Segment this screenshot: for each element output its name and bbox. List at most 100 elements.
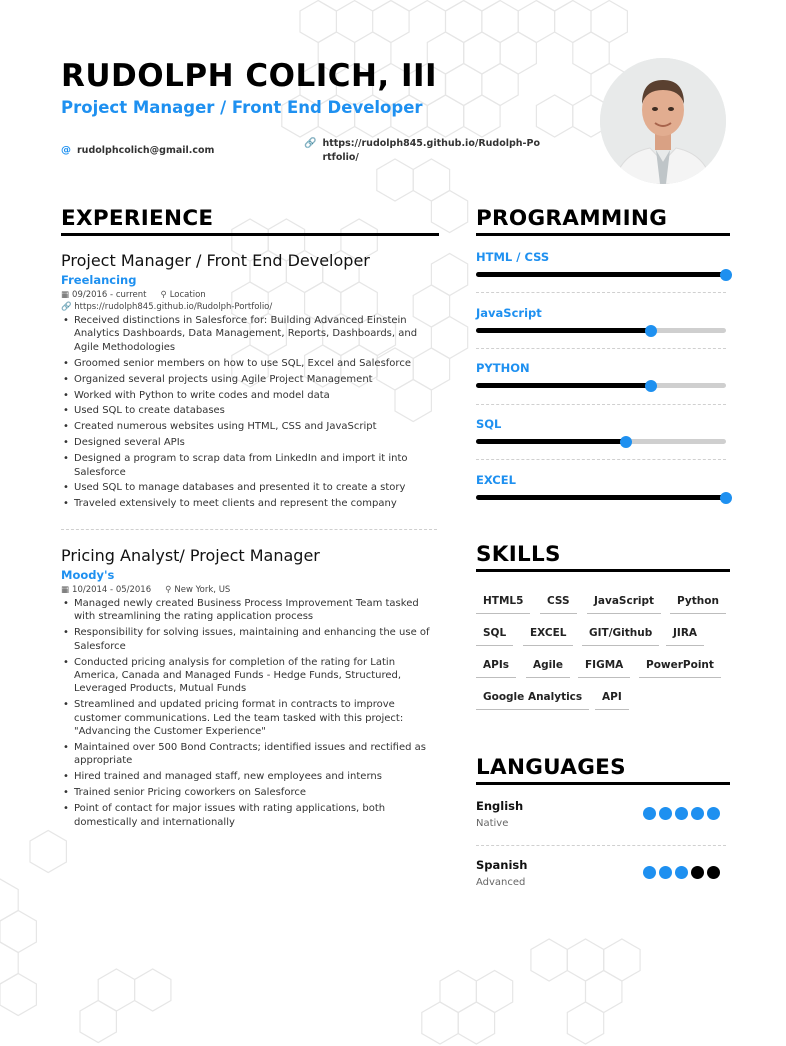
skill-tag: Python (670, 595, 726, 614)
skill-level-fill (476, 328, 651, 333)
skill-level-fill (476, 439, 626, 444)
skill-tag: APIs (476, 659, 516, 678)
list-item: Created numerous websites using HTML, CS… (61, 420, 439, 433)
job-dates: ▦ 09/2016 - current (61, 290, 146, 300)
list-item: Trained senior Pricing coworkers on Sale… (61, 786, 439, 799)
programming-label: SQL (476, 417, 730, 431)
programming-item: SQL (476, 417, 730, 444)
skill-level-knob (645, 380, 657, 392)
skill-tag: Agile (526, 659, 570, 678)
rating-dot-filled (643, 866, 656, 879)
list-item: Traveled extensively to meet clients and… (61, 497, 439, 510)
programming-item: JavaScript (476, 306, 730, 333)
programming-divider (476, 348, 726, 349)
skill-level-knob (645, 325, 657, 337)
job-dates-text: 10/2014 - 05/2016 (72, 585, 151, 595)
skill-level-knob (620, 436, 632, 448)
skill-tag: Google Analytics (476, 691, 589, 710)
rating-dot-filled (675, 866, 688, 879)
calendar-icon: ▦ (61, 290, 69, 300)
rating-dot-filled (707, 807, 720, 820)
location-pin-icon: ⚲ (165, 585, 171, 595)
programming-divider (476, 459, 726, 460)
list-item: Point of contact for major issues with r… (61, 802, 439, 829)
skill-level-fill (476, 272, 726, 277)
skill-tag: HTML5 (476, 595, 530, 614)
list-item: Responsibility for solving issues, maint… (61, 626, 439, 653)
job-divider (61, 529, 437, 530)
list-item: Used SQL to create databases (61, 404, 439, 417)
job-location: ⚲ Location (160, 290, 205, 300)
list-item: Used SQL to manage databases and present… (61, 481, 439, 494)
languages-heading: LANGUAGES (476, 755, 730, 785)
language-item: English Native (476, 799, 730, 829)
skill-level-knob (720, 492, 732, 504)
job-link-text: https://rudolph845.github.io/Rudolph-Por… (74, 302, 272, 312)
at-icon: @ (61, 145, 71, 156)
skill-tag: PowerPoint (639, 659, 721, 678)
language-rating (643, 807, 720, 820)
rating-dot-filled (691, 807, 704, 820)
list-item: Worked with Python to write codes and mo… (61, 389, 439, 402)
skill-tag: CSS (540, 595, 577, 614)
skill-tag: SQL (476, 627, 513, 646)
programming-label: JavaScript (476, 306, 730, 320)
skill-tag: JavaScript (587, 595, 661, 614)
programming-item: EXCEL (476, 473, 730, 500)
job-meta: ▦ 09/2016 - current ⚲ Location (61, 290, 439, 300)
job-link[interactable]: 🔗 https://rudolph845.github.io/Rudolph-P… (61, 302, 439, 312)
experience-heading: EXPERIENCE (61, 206, 439, 236)
list-item: Streamlined and updated pricing format i… (61, 698, 439, 738)
skill-level-bar (476, 272, 726, 277)
job-dates: ▦ 10/2014 - 05/2016 (61, 585, 151, 595)
skill-level-bar (476, 328, 726, 333)
contact-email[interactable]: @ rudolphcolich@gmail.com (61, 144, 214, 158)
skill-tag: EXCEL (523, 627, 573, 646)
job-entry-1: Project Manager / Front End Developer Fr… (61, 251, 439, 513)
list-item: Managed newly created Business Process I… (61, 597, 439, 624)
list-item: Received distinctions in Salesforce for:… (61, 314, 439, 354)
job-role: Pricing Analyst/ Project Manager (61, 546, 439, 565)
email-text: rudolphcolich@gmail.com (77, 145, 214, 156)
list-item: Groomed senior members on how to use SQL… (61, 357, 439, 370)
skill-level-fill (476, 383, 651, 388)
list-item: Designed a program to scrap data from Li… (61, 452, 439, 479)
programming-divider (476, 404, 726, 405)
job-bullets: Managed newly created Business Process I… (61, 597, 439, 829)
skills-heading: SKILLS (476, 542, 730, 572)
skill-level-fill (476, 495, 726, 500)
programming-item: PYTHON (476, 361, 730, 388)
link-icon: 🔗 (61, 302, 72, 312)
skill-level-knob (720, 269, 732, 281)
programming-heading: PROGRAMMING (476, 206, 730, 236)
job-entry-2: Pricing Analyst/ Project Manager Moody's… (61, 546, 439, 832)
job-role: Project Manager / Front End Developer (61, 251, 439, 270)
programming-label: EXCEL (476, 473, 730, 487)
link-icon: 🔗 (304, 137, 316, 165)
calendar-icon: ▦ (61, 585, 69, 595)
programming-label: HTML / CSS (476, 250, 730, 264)
list-item: Hired trained and managed staff, new emp… (61, 770, 439, 783)
rating-dot-filled (659, 807, 672, 820)
programming-divider (476, 292, 726, 293)
rating-dot-filled (659, 866, 672, 879)
list-item: Conducted pricing analysis for completio… (61, 656, 439, 696)
candidate-name: RUDOLPH COLICH, III (61, 58, 437, 94)
skill-tag: API (595, 691, 629, 710)
job-location: ⚲ New York, US (165, 585, 230, 595)
language-rating (643, 866, 720, 879)
job-company: Moody's (61, 568, 439, 582)
location-pin-icon: ⚲ (160, 290, 166, 300)
job-company: Freelancing (61, 273, 439, 287)
list-item: Designed several APIs (61, 436, 439, 449)
job-meta: ▦ 10/2014 - 05/2016 ⚲ New York, US (61, 585, 439, 595)
job-location-text: Location (170, 290, 206, 300)
skill-tag: GIT/Github (582, 627, 659, 646)
job-location-text: New York, US (174, 585, 230, 595)
job-bullets: Received distinctions in Salesforce for:… (61, 314, 439, 511)
contact-website[interactable]: 🔗 https://rudolph845.github.io/Rudolph-Po… (304, 137, 544, 165)
website-text: https://rudolph845.github.io/Rudolph-Por… (322, 137, 542, 165)
rating-dot-filled (675, 807, 688, 820)
language-divider (476, 845, 726, 846)
